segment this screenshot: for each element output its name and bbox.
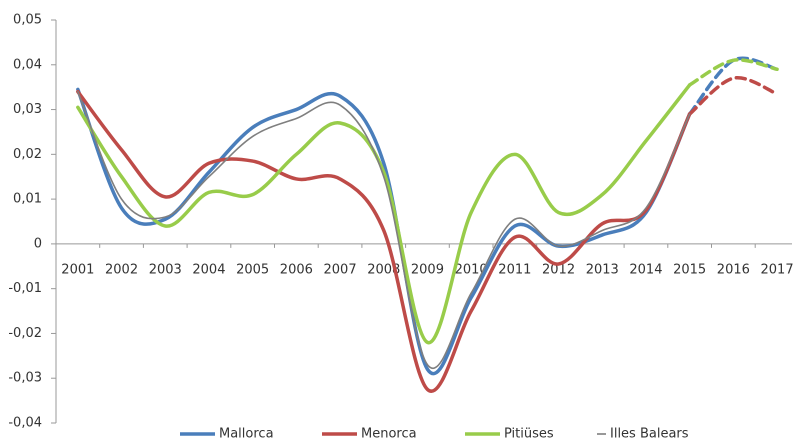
y-tick-label: -0,01: [8, 281, 42, 296]
x-tick-label: 2011: [498, 262, 531, 277]
line: [76, 89, 692, 393]
x-tick-label: 2003: [149, 262, 182, 277]
x-tick-label: 2005: [236, 262, 269, 277]
x-tick-label: 2008: [367, 262, 400, 277]
y-tick-label: 0,05: [13, 13, 42, 28]
x-tick-label: 2013: [586, 262, 619, 277]
x-tick-label: 2017: [761, 262, 794, 277]
legend-label: Mallorca: [219, 427, 274, 442]
x-tick-label: 2009: [411, 262, 444, 277]
line: [76, 83, 692, 345]
legend-label: Illes Balears: [610, 427, 689, 442]
x-tick-label: 2015: [673, 262, 706, 277]
x-tick-label: 2004: [192, 262, 225, 277]
x-tick-label: 2014: [629, 262, 662, 277]
y-tick-label: -0,03: [8, 371, 42, 386]
y-tick-label: 0,01: [13, 192, 42, 207]
y-tick-label: 0: [34, 236, 42, 251]
x-tick-label: 2001: [61, 262, 94, 277]
line: [77, 90, 691, 369]
y-tick-label: -0,02: [8, 326, 42, 341]
x-tick-label: 2002: [105, 262, 138, 277]
x-tick-label: 2012: [542, 262, 575, 277]
legend-label: Pitiüses: [504, 427, 554, 442]
x-tick-label: 2016: [717, 262, 750, 277]
y-tick-label: 0,03: [13, 102, 42, 117]
legend-label: Menorca: [361, 427, 417, 442]
x-tick-label: 2007: [324, 262, 357, 277]
line-projection: [687, 58, 779, 87]
line-projection: [687, 76, 779, 116]
y-tick-label: 0,04: [13, 57, 42, 72]
y-tick-label: -0,04: [8, 416, 42, 431]
x-tick-label: 2006: [280, 262, 313, 277]
x-tick-label: 2010: [455, 262, 488, 277]
y-tick-label: 0,02: [13, 147, 42, 162]
